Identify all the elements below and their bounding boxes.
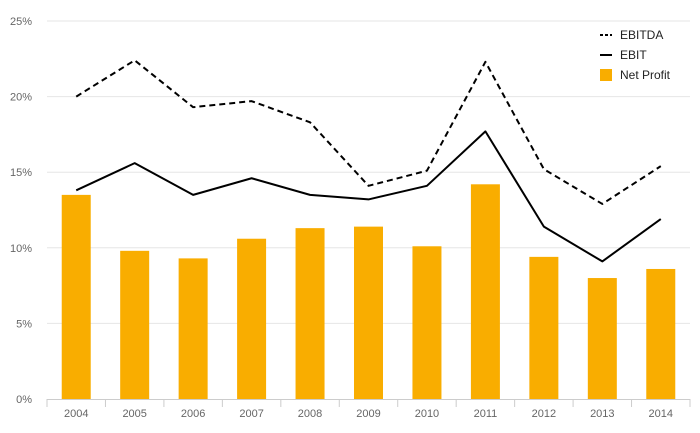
x-tick-label: 2014 [649, 408, 673, 420]
legend-label: EBIT [620, 48, 647, 62]
legend-item-ebitda: EBITDA [600, 28, 663, 42]
x-tick-label: 2009 [356, 408, 380, 420]
bar-series [61, 184, 676, 399]
y-tick-label: 15% [10, 167, 32, 179]
y-tick-label: 25% [10, 16, 32, 28]
legend-item-net-profit: Net Profit [600, 68, 671, 82]
x-axis: 2004 2005 2006 2007 2008 2009 2010 2011 2012 2013… [46, 399, 691, 420]
bar-2004 [61, 194, 91, 399]
x-tick-label: 2011 [474, 408, 498, 420]
bar-2007 [237, 238, 267, 399]
y-tick-label: 5% [16, 318, 32, 330]
legend: EBITDA EBIT Net Profit [600, 28, 671, 82]
bar-2006 [178, 258, 208, 399]
bar-2011 [470, 184, 500, 399]
line-series [75, 59, 662, 263]
bar-2012 [529, 256, 559, 399]
bar-2005 [120, 250, 150, 399]
x-tick-label: 2008 [298, 408, 322, 420]
x-tick-label: 2006 [181, 408, 205, 420]
x-tick-label: 2005 [122, 408, 146, 420]
bar-2009 [354, 226, 383, 399]
line-ebitda [75, 59, 662, 205]
x-tick-label: 2012 [532, 408, 556, 420]
bar-2013 [587, 278, 617, 399]
legend-label: Net Profit [620, 68, 671, 82]
bar-2010 [412, 246, 442, 399]
legend-item-ebit: EBIT [600, 48, 647, 62]
bar-2008 [295, 228, 325, 399]
legend-swatch [600, 69, 612, 81]
x-tick-label: 2007 [239, 408, 263, 420]
line-ebit [75, 130, 662, 263]
y-axis-ticks: 0% 5% 10% 15% 20% 25% [10, 16, 32, 406]
x-tick-label: 2004 [64, 408, 88, 420]
x-tick-label: 2013 [590, 408, 614, 420]
y-tick-label: 10% [10, 243, 32, 255]
bar-2014 [646, 268, 676, 399]
y-tick-label: 20% [10, 92, 32, 104]
grid-lines [47, 20, 690, 324]
y-tick-label: 0% [16, 394, 32, 406]
x-tick-label: 2010 [415, 408, 439, 420]
legend-label: EBITDA [620, 28, 663, 42]
